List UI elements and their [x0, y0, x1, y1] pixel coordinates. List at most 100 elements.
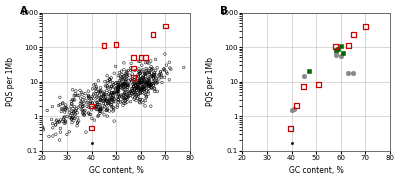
- Point: [154, 66, 160, 69]
- Point: [141, 87, 148, 90]
- Point: [136, 72, 142, 75]
- Point: [138, 81, 144, 84]
- Point: [94, 105, 101, 108]
- Point: [68, 118, 75, 121]
- Point: [142, 104, 148, 107]
- Point: [142, 75, 149, 77]
- Point: [57, 103, 63, 106]
- Point: [105, 81, 111, 84]
- Point: [123, 94, 129, 97]
- Point: [46, 135, 52, 138]
- Point: [96, 108, 102, 111]
- Point: [95, 114, 102, 117]
- Point: [106, 101, 112, 104]
- Point: [108, 87, 114, 90]
- Point: [90, 93, 97, 96]
- Point: [102, 84, 108, 87]
- Point: [70, 88, 76, 91]
- Point: [139, 91, 146, 94]
- Point: [86, 113, 93, 116]
- Point: [118, 78, 124, 81]
- Point: [152, 80, 158, 83]
- Point: [115, 84, 122, 87]
- Point: [148, 75, 154, 78]
- Point: [120, 96, 126, 99]
- Point: [135, 95, 142, 98]
- Point: [104, 86, 111, 89]
- Point: [116, 81, 122, 84]
- Point: [69, 110, 75, 113]
- Point: [164, 72, 170, 75]
- Point: [158, 73, 164, 75]
- Point: [147, 67, 153, 70]
- Point: [114, 106, 120, 109]
- Point: [141, 80, 147, 83]
- Point: [118, 76, 124, 79]
- Point: [80, 105, 86, 108]
- Point: [121, 91, 128, 94]
- Point: [150, 33, 156, 36]
- Point: [117, 75, 123, 77]
- Point: [134, 86, 140, 89]
- Point: [116, 83, 122, 86]
- Point: [94, 92, 101, 95]
- Point: [293, 104, 300, 107]
- Point: [146, 71, 153, 74]
- Point: [136, 98, 143, 101]
- Point: [345, 71, 351, 74]
- Point: [123, 73, 130, 76]
- Point: [71, 117, 78, 120]
- Point: [93, 95, 100, 98]
- Point: [72, 113, 78, 115]
- Point: [140, 76, 147, 79]
- Point: [92, 83, 98, 86]
- Point: [101, 105, 108, 108]
- Point: [50, 126, 56, 129]
- Point: [95, 79, 102, 82]
- Point: [62, 111, 68, 113]
- Point: [123, 82, 129, 85]
- Point: [146, 71, 152, 73]
- Point: [85, 94, 92, 97]
- Point: [139, 81, 145, 84]
- Point: [106, 77, 113, 80]
- Point: [145, 93, 151, 96]
- Point: [144, 61, 151, 64]
- Point: [332, 51, 339, 54]
- Point: [70, 116, 76, 119]
- Point: [152, 90, 158, 93]
- Point: [94, 96, 100, 99]
- Point: [133, 89, 140, 92]
- Point: [68, 102, 75, 105]
- Point: [338, 45, 344, 48]
- Point: [121, 102, 127, 104]
- Point: [107, 78, 113, 81]
- Point: [52, 124, 59, 127]
- Point: [152, 74, 158, 77]
- Point: [137, 71, 144, 74]
- Point: [116, 95, 122, 98]
- Point: [113, 43, 119, 46]
- Point: [59, 102, 66, 105]
- Point: [146, 79, 153, 82]
- Point: [134, 87, 140, 90]
- Point: [126, 92, 132, 95]
- Point: [134, 85, 140, 88]
- Point: [62, 120, 68, 123]
- Point: [98, 107, 104, 110]
- Point: [121, 68, 127, 71]
- Point: [144, 77, 151, 79]
- Point: [74, 116, 81, 119]
- Point: [141, 88, 147, 91]
- Point: [53, 133, 59, 136]
- Point: [114, 90, 121, 93]
- Point: [120, 94, 127, 96]
- Point: [93, 104, 99, 107]
- Point: [146, 84, 152, 87]
- Point: [111, 72, 118, 75]
- Point: [60, 101, 66, 104]
- Point: [125, 69, 131, 72]
- Point: [166, 78, 172, 81]
- Point: [130, 66, 136, 69]
- Point: [96, 112, 103, 115]
